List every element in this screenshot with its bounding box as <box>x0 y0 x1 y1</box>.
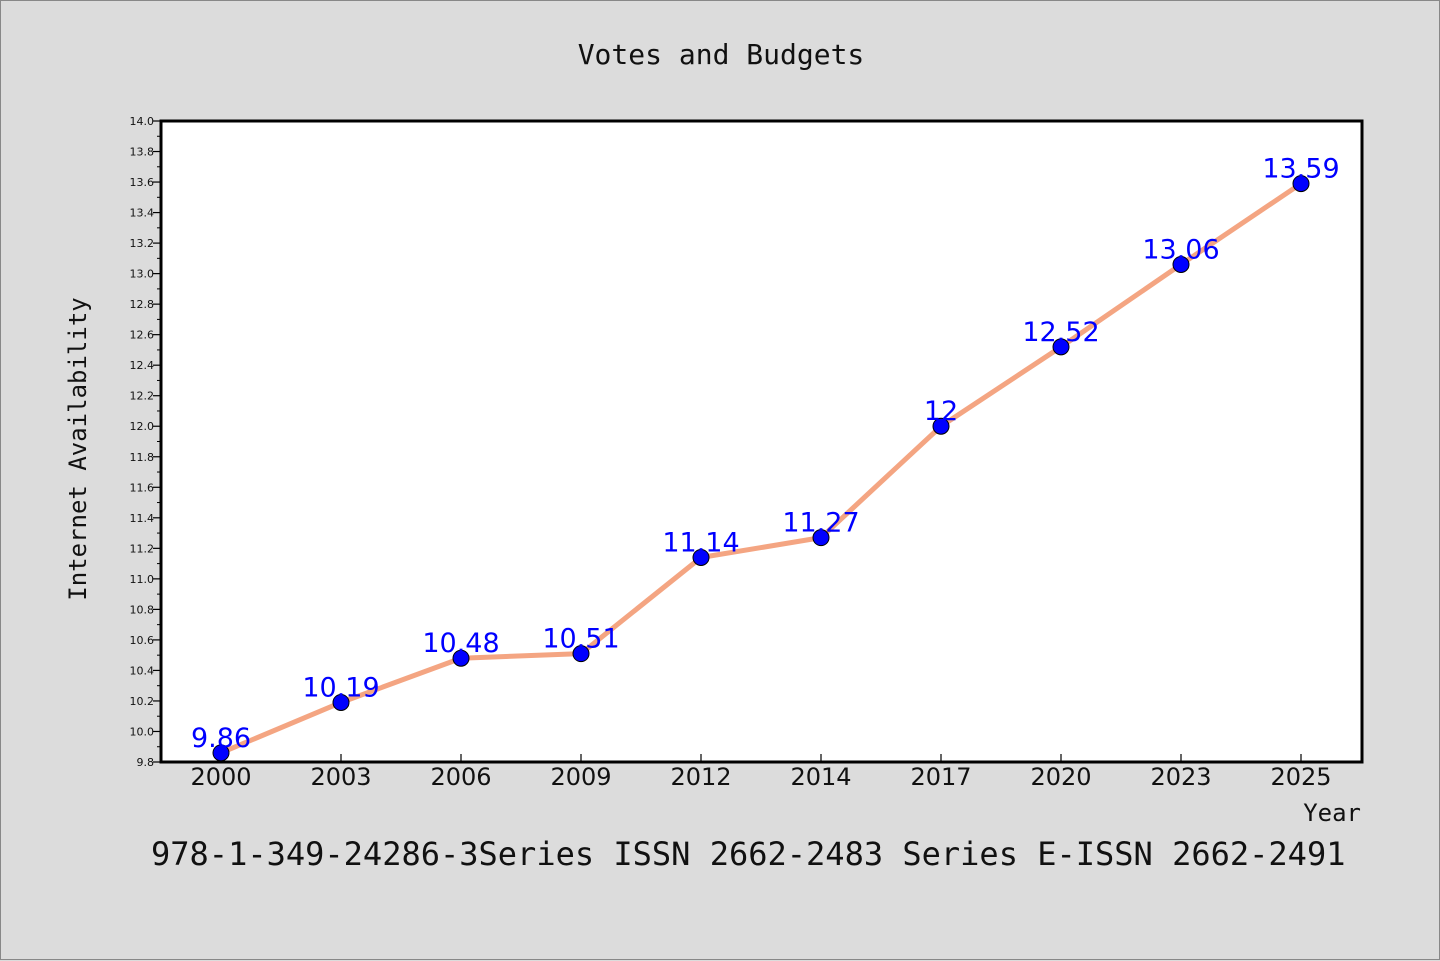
data-point <box>452 649 470 667</box>
data-point <box>332 693 350 711</box>
y-tick-label: 13.6 <box>130 176 155 189</box>
x-tick-label: 2000 <box>190 763 251 791</box>
y-tick-label: 11.6 <box>130 481 155 494</box>
data-point <box>692 548 710 566</box>
y-tick-label: 11.2 <box>130 542 155 555</box>
data-label: 13.59 <box>1262 154 1339 185</box>
x-tick-label: 2009 <box>550 763 611 791</box>
x-tick-label: 2023 <box>1150 763 1211 791</box>
y-tick-label: 10.8 <box>130 603 155 616</box>
footer-text: 978-1-349-24286-3Series ISSN 2662-2483 S… <box>151 835 1345 873</box>
data-label-layer: 9.86 10.19 10.48 10.51 11.14 11.27 12 12.52 13.0… <box>191 154 1340 754</box>
y-tick-label: 13.0 <box>130 268 155 281</box>
chart-title: Votes and Budgets <box>578 38 865 71</box>
y-tick-label: 9.8 <box>137 756 155 769</box>
y-tick-label: 13.8 <box>130 146 155 159</box>
y-tick-label: 11.4 <box>130 512 155 525</box>
x-tick-label: 2014 <box>790 763 851 791</box>
y-tick-label: 10.2 <box>130 695 155 708</box>
data-point <box>932 417 950 435</box>
y-tick-label: 10.0 <box>130 725 155 738</box>
data-label: 11.14 <box>662 527 739 558</box>
y-tick-label: 13.4 <box>130 207 155 220</box>
data-label: 13.06 <box>1142 234 1219 265</box>
y-tick-label: 11.0 <box>130 573 155 586</box>
y-tick-label: 12.8 <box>130 298 155 311</box>
x-tick-label: 2012 <box>670 763 731 791</box>
x-tick-label: 2020 <box>1030 763 1091 791</box>
series-line <box>218 181 1304 756</box>
data-label: 11.27 <box>782 508 859 539</box>
data-label: 10.51 <box>542 624 619 655</box>
y-tick-label: 11.8 <box>130 451 155 464</box>
data-point <box>1292 175 1310 193</box>
y-tick-label: 12.2 <box>130 390 155 403</box>
data-point <box>1052 338 1070 356</box>
y-tick-label: 12.6 <box>130 329 155 342</box>
y-tick-label: 10.6 <box>130 634 155 647</box>
data-label: 10.19 <box>302 672 379 703</box>
y-tick-label: 13.2 <box>130 237 155 250</box>
x-axis: 2000 2003 2006 2009 2012 2014 2017 2020 2023 2025 <box>190 754 1332 791</box>
y-tick-label: 12.0 <box>130 420 155 433</box>
data-label: 10.48 <box>422 628 499 659</box>
y-axis: 9.8 10.0 10.2 10.4 10.6 10.8 11.0 11.2 11.4 11.6 1… <box>130 115 161 769</box>
data-point <box>812 529 830 547</box>
y-tick-label: 14.0 <box>130 115 155 128</box>
y-tick-label: 12.4 <box>130 359 155 372</box>
x-axis-label: Year <box>1303 799 1361 827</box>
series-layer <box>212 175 1310 762</box>
data-label: 12 <box>924 396 958 427</box>
data-label: 9.86 <box>191 723 251 754</box>
data-point <box>212 744 230 762</box>
data-label: 12.52 <box>1022 317 1099 348</box>
x-tick-label: 2006 <box>430 763 491 791</box>
y-axis-label: Internet Availability <box>64 297 92 600</box>
x-tick-label: 2025 <box>1270 763 1331 791</box>
data-point <box>572 645 590 663</box>
x-tick-label: 2017 <box>910 763 971 791</box>
plot-area <box>159 119 1364 764</box>
x-tick-label: 2003 <box>310 763 371 791</box>
data-point <box>1172 255 1190 273</box>
y-tick-label: 10.4 <box>130 664 155 677</box>
